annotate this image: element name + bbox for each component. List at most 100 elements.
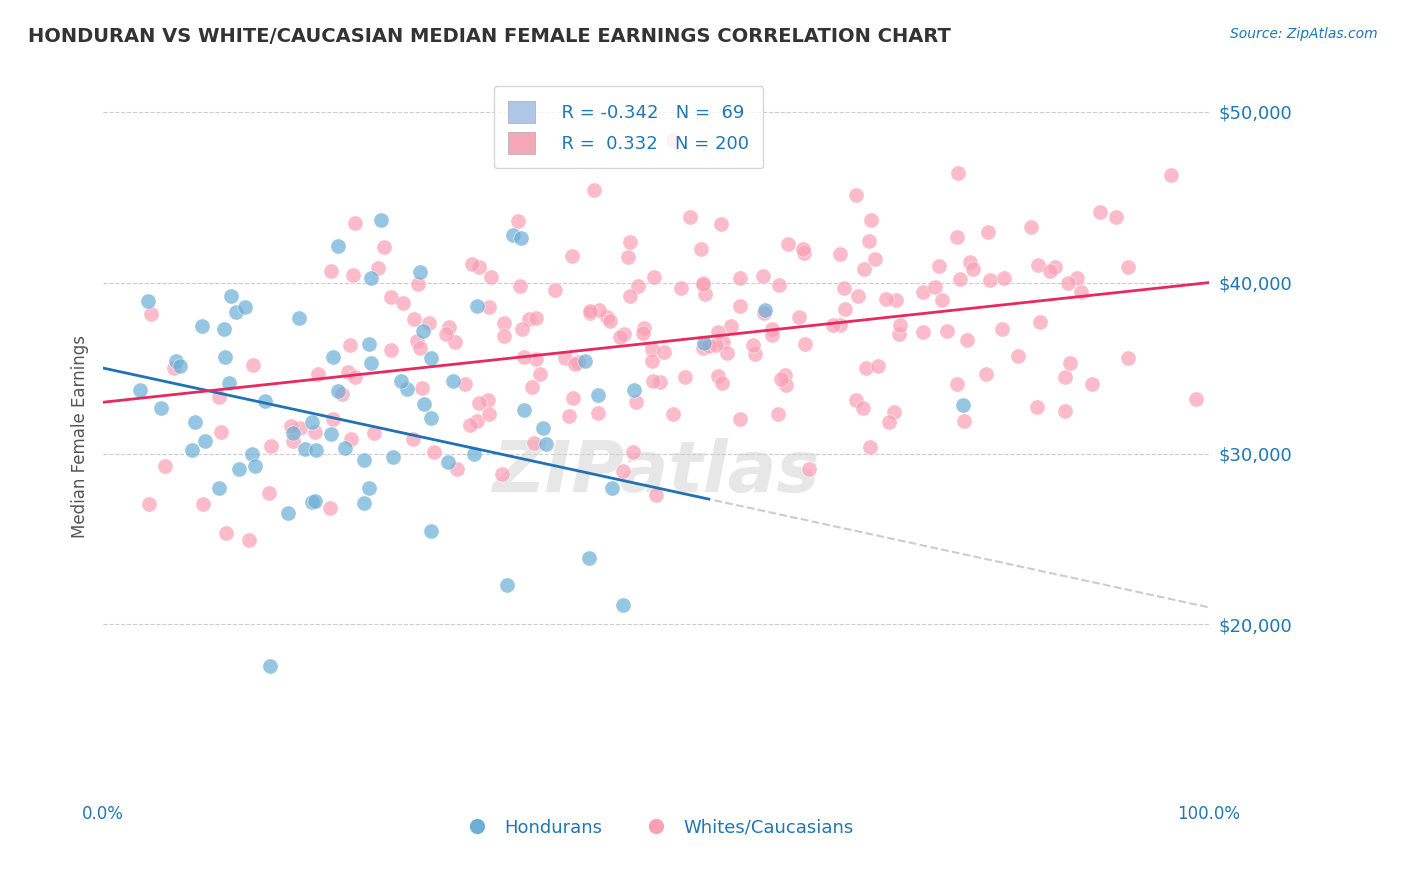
Point <box>931 293 953 307</box>
Point <box>692 277 714 292</box>
Point <box>342 268 364 283</box>
Point <box>406 277 429 291</box>
Point <box>977 225 1000 239</box>
Point <box>1053 403 1076 417</box>
Point <box>852 261 875 276</box>
Point <box>513 403 536 417</box>
Point <box>465 299 488 313</box>
Point <box>699 338 721 352</box>
Point <box>631 326 654 340</box>
Point <box>218 376 240 390</box>
Point <box>319 501 342 516</box>
Point <box>326 384 349 398</box>
Point <box>301 416 323 430</box>
Point <box>138 497 160 511</box>
Point <box>139 307 162 321</box>
Point <box>935 324 957 338</box>
Point <box>412 324 434 338</box>
Point <box>855 361 877 376</box>
Point <box>949 272 972 286</box>
Point <box>889 326 911 341</box>
Point <box>692 341 714 355</box>
Point <box>770 372 793 386</box>
Point <box>956 333 979 347</box>
Point <box>502 228 524 243</box>
Point <box>257 485 280 500</box>
Point <box>434 327 457 342</box>
Point <box>214 350 236 364</box>
Point <box>225 304 247 318</box>
Point <box>883 405 905 419</box>
Point <box>524 351 547 366</box>
Point <box>517 311 540 326</box>
Point <box>184 415 207 429</box>
Point <box>373 240 395 254</box>
Point <box>621 444 644 458</box>
Point <box>339 337 361 351</box>
Point <box>588 303 610 318</box>
Point <box>402 433 425 447</box>
Point <box>679 210 702 224</box>
Point <box>948 166 970 180</box>
Point <box>1007 349 1029 363</box>
Point <box>627 279 650 293</box>
Point <box>710 218 733 232</box>
Point <box>288 311 311 326</box>
Point <box>707 325 730 339</box>
Point <box>884 293 907 307</box>
Point <box>380 343 402 357</box>
Point <box>520 379 543 393</box>
Point <box>191 497 214 511</box>
Point <box>523 436 546 450</box>
Point <box>468 260 491 275</box>
Point <box>467 414 489 428</box>
Point <box>353 496 375 510</box>
Point <box>444 334 467 349</box>
Point <box>214 525 236 540</box>
Point <box>1039 264 1062 278</box>
Point <box>596 310 619 324</box>
Point <box>524 310 547 325</box>
Point <box>169 359 191 374</box>
Point <box>510 322 533 336</box>
Point <box>259 658 281 673</box>
Point <box>761 328 783 343</box>
Point <box>512 350 534 364</box>
Point <box>1029 315 1052 329</box>
Point <box>363 426 385 441</box>
Point <box>768 277 790 292</box>
Point <box>1116 260 1139 274</box>
Point <box>409 265 432 279</box>
Point <box>463 447 485 461</box>
Point <box>382 450 405 464</box>
Point <box>742 338 765 352</box>
Point <box>163 360 186 375</box>
Point <box>1066 271 1088 285</box>
Point <box>150 401 173 416</box>
Point <box>437 320 460 334</box>
Point <box>360 356 382 370</box>
Point <box>418 316 440 330</box>
Point <box>578 551 600 566</box>
Point <box>754 303 776 318</box>
Point <box>612 326 634 341</box>
Point <box>319 264 342 278</box>
Point <box>821 318 844 332</box>
Point <box>912 285 935 299</box>
Point <box>640 342 662 356</box>
Point <box>411 381 433 395</box>
Point <box>834 281 856 295</box>
Point <box>208 390 231 404</box>
Point <box>494 328 516 343</box>
Point <box>582 183 605 197</box>
Point <box>326 239 349 253</box>
Text: ZIPatlas: ZIPatlas <box>492 438 820 507</box>
Point <box>190 319 212 334</box>
Point <box>370 213 392 227</box>
Point <box>396 382 419 396</box>
Point <box>845 392 868 407</box>
Point <box>877 415 900 429</box>
Point <box>706 369 728 384</box>
Point <box>1056 276 1078 290</box>
Point <box>600 481 623 495</box>
